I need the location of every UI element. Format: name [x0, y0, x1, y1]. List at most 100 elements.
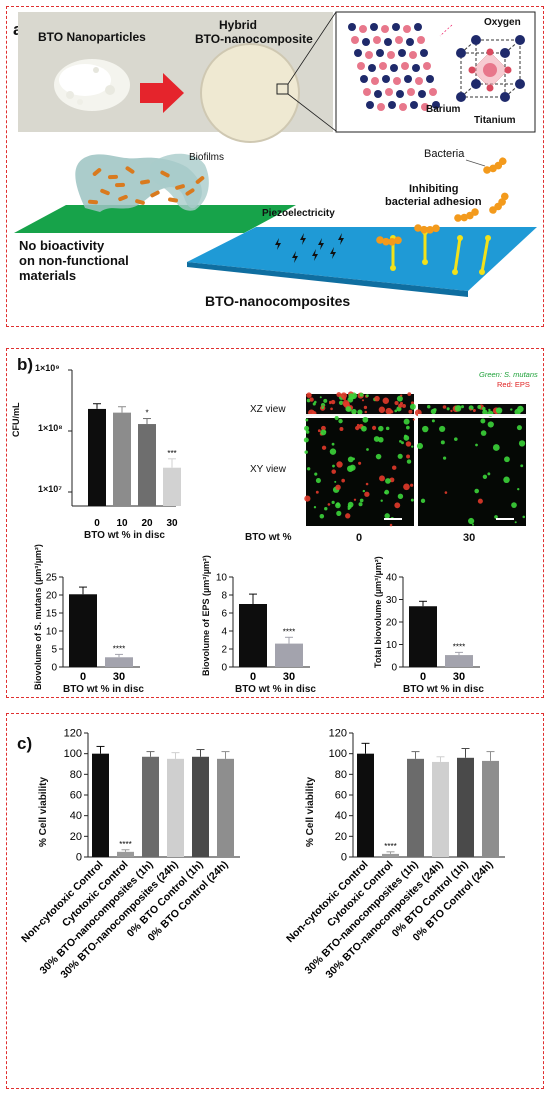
micro-col-30: 30: [463, 532, 476, 544]
lattice-atom: [382, 75, 390, 83]
rod-bacterium: [125, 166, 135, 174]
cfu-ytick-1e9: 1×10⁹: [35, 363, 60, 373]
piezo-label: Piezoelectricity: [262, 208, 335, 219]
lattice-atom: [395, 36, 403, 44]
coccus-bacterium: [500, 192, 509, 201]
micro-legend-green: Green: S. mutans: [479, 370, 538, 379]
lattice-atom: [384, 38, 392, 46]
rod-bacterium: [108, 174, 118, 180]
coccus-bacterium: [483, 166, 491, 174]
bto-nanocomposites-label: BTO-nanocomposites: [205, 293, 351, 309]
lattice-atom: [393, 77, 401, 85]
bv1-xlabel: BTO wt % in disc: [63, 684, 144, 695]
biofilm-cluster: [75, 153, 209, 212]
lattice-atom: [412, 64, 420, 72]
cfu-xlabel: BTO wt % in disc: [84, 530, 165, 541]
lattice-atom: [374, 90, 382, 98]
lattice-atom: [370, 23, 378, 31]
coccus-bacterium: [388, 238, 396, 246]
coccus-bacterium: [420, 225, 428, 234]
lattice-atom: [420, 49, 428, 57]
coccus-bacterium: [414, 224, 422, 232]
hybrid-label-1: Hybrid: [219, 18, 258, 32]
micro-xy-0: [306, 418, 414, 526]
cv1-ylabel: % Cell viability: [38, 776, 49, 847]
lattice-atom: [421, 103, 429, 111]
lattice-atom: [407, 88, 415, 96]
bolt-icon: [338, 233, 344, 245]
arrow-head: [422, 259, 428, 265]
inhibit-label-2: bacterial adhesion: [385, 196, 482, 208]
lattice-atom: [363, 88, 371, 96]
biofilm-bacteria: [88, 166, 205, 205]
lattice-atom: [390, 64, 398, 72]
coccus-bacterium: [432, 224, 440, 233]
bolt-icon: [330, 247, 336, 259]
rod-bacterium: [150, 190, 160, 198]
non-functional-plate: [14, 205, 296, 233]
lattice-atom: [401, 62, 409, 70]
micro-xz-0: [306, 394, 414, 416]
composite-disc: [200, 43, 300, 143]
arrow-head: [479, 269, 485, 275]
micro-xz-30: [418, 404, 526, 416]
lattice-atom: [410, 101, 418, 109]
nanoparticle-powder: [54, 59, 130, 111]
lattice-atom: [379, 62, 387, 70]
bolt-icon: [300, 233, 306, 245]
lattice-atom: [359, 25, 367, 33]
repulsion-arrow-icons: [390, 229, 491, 275]
rod-bacterium: [135, 199, 145, 205]
panel-c: [6, 713, 544, 1089]
barium-label: Barium: [426, 104, 461, 115]
bacteria-label: Bacteria: [424, 148, 465, 160]
lattice-atom: [415, 77, 423, 85]
coccus-bacterium: [498, 157, 507, 166]
lattice-atom: [357, 62, 365, 70]
lattice-atom: [362, 38, 370, 46]
lattice-atom: [399, 103, 407, 111]
rod-bacterium: [115, 182, 125, 188]
lattice-atom: [403, 25, 411, 33]
coccus-bacterium: [376, 236, 384, 244]
biofilms-label: Biofilms: [189, 152, 225, 163]
cfu-ylabel: CFU/mL: [11, 402, 21, 438]
no-bioactivity-2: on non-functional: [19, 253, 129, 268]
rod-bacterium: [160, 170, 170, 178]
bv2-xlabel: BTO wt % in disc: [235, 684, 316, 695]
xz-view-label: XZ view: [250, 404, 286, 415]
inhibit-label-1: Inhibiting: [409, 183, 459, 195]
lattice-atom: [398, 49, 406, 57]
zoom-box: [276, 83, 289, 95]
lattice-atom: [366, 101, 374, 109]
double-arrow-icon: [480, 237, 490, 273]
lattice-atom: [360, 75, 368, 83]
hybrid-label-2: BTO-nanocomposite: [195, 32, 313, 46]
lattice-atom: [392, 23, 400, 31]
rod-bacterium: [168, 197, 178, 203]
nanoparticles-label: BTO Nanoparticles: [38, 30, 146, 44]
lattice-atom: [354, 49, 362, 57]
lattice-atom: [388, 101, 396, 109]
coccus-bacterium: [454, 214, 462, 222]
lattice-atom: [385, 88, 393, 96]
bv3-xlabel: BTO wt % in disc: [403, 684, 484, 695]
lattice-atom: [423, 62, 431, 70]
micro-col-0: 0: [356, 532, 363, 544]
lattice-atom: [377, 103, 385, 111]
double-arrow-icon: [453, 237, 462, 273]
crystal-lattice: [348, 23, 440, 111]
cfu-ytick-1e8: 1×10⁸: [38, 423, 63, 433]
coccus-bacterium: [426, 226, 434, 234]
rod-bacterium: [195, 176, 205, 184]
coccus-bacterium: [471, 208, 479, 216]
bv1-ylabel: Biovolume of S. mutans (µm³/µm²): [33, 544, 43, 690]
titanium-label: Titanium: [474, 115, 516, 126]
rod-bacterium: [100, 188, 110, 196]
lattice-atom: [406, 38, 414, 46]
lattice-atom: [426, 75, 434, 83]
rod-bacterium: [88, 199, 98, 205]
red-arrow-icon: [140, 73, 184, 113]
no-bioactivity-3: materials: [19, 268, 77, 283]
lattice-atom: [373, 36, 381, 44]
